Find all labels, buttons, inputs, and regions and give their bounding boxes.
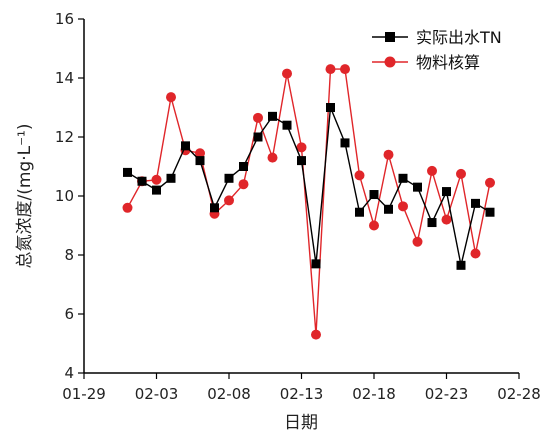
series-1-point — [166, 173, 176, 183]
series-1-point — [485, 207, 495, 217]
series-1-point — [253, 132, 263, 142]
series-2-point — [296, 142, 307, 153]
series-1-point — [181, 141, 190, 151]
legend-marker-series-1 — [385, 32, 395, 42]
y-tick-label: 4 — [64, 364, 74, 382]
y-ticks: 4 6 8 10 12 14 16 — [55, 10, 84, 382]
legend-label-series-2: 物料核算 — [416, 53, 480, 72]
y-tick-label: 12 — [55, 128, 74, 146]
x-tick-label: 02-13 — [280, 385, 324, 403]
x-axis-title: 日期 — [284, 413, 318, 433]
series-2 — [122, 64, 495, 340]
series-1-point — [210, 203, 219, 213]
series-2-point — [456, 168, 466, 179]
x-tick-label: 02-23 — [425, 385, 469, 403]
x-tick-label: 01-29 — [62, 385, 106, 403]
series-1-point — [224, 173, 234, 183]
series-1-point — [137, 176, 147, 186]
y-tick-label: 6 — [64, 305, 74, 323]
series-2-line — [126, 68, 491, 335]
y-axis-title: 总氮浓度/(mg·L⁻¹) — [15, 123, 35, 268]
series-1-point — [340, 138, 350, 148]
series-2-point — [485, 177, 495, 188]
x-tick-label: 02-08 — [207, 385, 251, 403]
series-1 — [123, 103, 495, 270]
series-1-point — [326, 103, 335, 112]
series-2-point — [311, 329, 321, 340]
series-1-point — [369, 190, 379, 200]
series-2-point — [325, 64, 336, 75]
series-2-point — [224, 195, 234, 206]
x-ticks: 01-29 02-03 02-08 02-13 02-18 02-23 02-28 — [62, 373, 541, 403]
series-1-point — [195, 156, 205, 166]
series-2-point — [383, 149, 394, 160]
x-tick-label: 02-03 — [135, 385, 179, 403]
x-tick-label: 02-18 — [352, 385, 396, 403]
series-2-point — [354, 170, 365, 181]
series-2-point — [340, 64, 350, 75]
series-2-point — [398, 201, 408, 212]
series-2-point — [267, 152, 278, 163]
series-1-point — [456, 260, 466, 270]
series-2-point — [253, 112, 263, 123]
series-1-point — [123, 167, 132, 177]
y-tick-label: 14 — [55, 69, 74, 87]
series-1-point — [471, 198, 480, 208]
legend-marker-series-2 — [384, 56, 396, 68]
series-2-point — [151, 174, 162, 185]
series-1-point — [268, 111, 277, 121]
x-tick-label: 02-28 — [497, 385, 541, 403]
series-1-point — [239, 162, 248, 171]
y-tick-label: 10 — [55, 187, 74, 205]
series-2-point — [195, 148, 205, 159]
y-tick-label: 8 — [64, 246, 74, 264]
series-1-point — [311, 259, 321, 269]
series-layer — [122, 64, 495, 340]
series-2-point — [470, 248, 481, 259]
series-2-point — [282, 68, 292, 79]
series-1-point — [152, 185, 161, 195]
series-1-point — [413, 182, 422, 192]
series-1-point — [398, 173, 408, 183]
y-tick-label: 16 — [55, 10, 74, 28]
series-1-point — [355, 207, 364, 217]
series-1-point — [384, 204, 393, 214]
series-1-point — [427, 218, 437, 228]
series-1-point — [442, 187, 451, 197]
series-2-point — [441, 214, 452, 225]
series-2-point — [427, 165, 437, 176]
series-2-point — [412, 236, 423, 247]
legend: 实际出水TN 物料核算 — [372, 28, 502, 72]
series-2-point — [369, 220, 379, 231]
series-2-point — [122, 202, 133, 213]
series-1-point — [297, 156, 306, 166]
series-2-point — [238, 179, 249, 190]
legend-label-series-1: 实际出水TN — [416, 28, 502, 47]
series-1-point — [282, 120, 292, 130]
series-2-point — [166, 92, 176, 103]
